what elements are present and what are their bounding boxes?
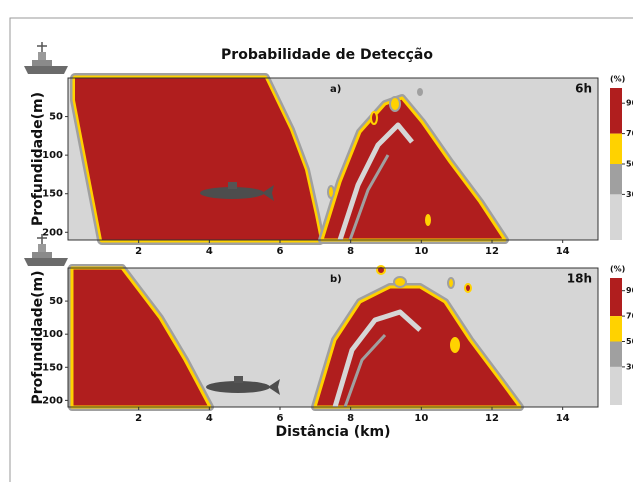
x-tick-label: 6 (277, 246, 284, 257)
figure: 246810121450100150200Profundidade(m)a)6h… (0, 0, 633, 482)
x-axis-label: Distância (km) (276, 424, 391, 440)
colorbar-label: (%) (610, 265, 625, 274)
x-tick-label: 14 (556, 413, 570, 424)
contour-field (68, 78, 598, 240)
y-tick-label: 50 (49, 112, 63, 123)
x-tick-label: 4 (206, 413, 213, 424)
colorbar-tick-label: 30 (626, 362, 633, 371)
panel-label: b) (330, 274, 342, 285)
x-tick-label: 10 (414, 246, 428, 257)
x-tick-label: 4 (206, 246, 213, 257)
page: {"chart_data": [ {"type": "contour", "ti… (0, 0, 633, 482)
y-axis-label: Profundidade(m) (30, 271, 46, 405)
colorbar-band (610, 316, 622, 341)
colorbar-band (610, 278, 622, 316)
time-label: 18h (567, 272, 592, 286)
colorbar-band (610, 134, 622, 164)
y-tick-label: 200 (42, 227, 63, 238)
chart-title: Probabilidade de Detecção (221, 47, 433, 63)
colorbar-tick-label: 90 (626, 286, 633, 295)
x-tick-label: 10 (414, 413, 428, 424)
colorbar-tick-label: 70 (626, 129, 633, 138)
colorbar-tick-label: 90 (626, 99, 633, 108)
colorbar-tick-label: 70 (626, 312, 633, 321)
ship-icon (24, 42, 68, 74)
contour-field (68, 266, 598, 407)
x-tick-label: 12 (485, 246, 499, 257)
colorbar-tick-label: 30 (626, 190, 633, 199)
time-label: 6h (575, 82, 592, 96)
colorbar-tick-label: 50 (626, 337, 633, 346)
colorbar-tick-label: 50 (626, 160, 633, 169)
x-tick-label: 2 (135, 413, 142, 424)
colorbar-band (610, 367, 622, 405)
x-tick-label: 6 (277, 413, 284, 424)
colorbar-band (610, 342, 622, 367)
ship-icon (24, 234, 68, 266)
x-tick-label: 12 (485, 413, 499, 424)
colorbar-band (610, 164, 622, 194)
x-tick-label: 14 (556, 246, 570, 257)
panel-label: a) (330, 84, 341, 95)
y-axis-label: Profundidade(m) (30, 92, 46, 226)
colorbar-band (610, 194, 622, 240)
y-tick-label: 50 (49, 296, 63, 307)
x-tick-label: 8 (347, 413, 354, 424)
x-tick-label: 8 (347, 246, 354, 257)
x-tick-label: 2 (135, 246, 142, 257)
colorbar-label: (%) (610, 75, 625, 84)
colorbar-band (610, 88, 622, 134)
